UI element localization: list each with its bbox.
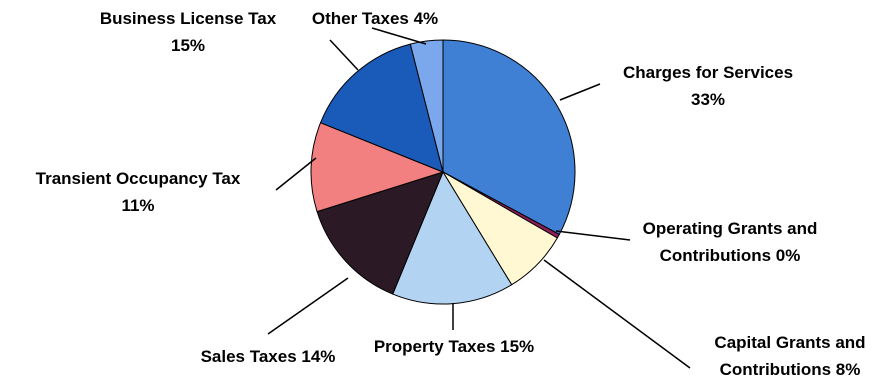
pie-slice-charges-for-services	[442, 39, 576, 236]
leader-line-operating-grants-and-contributions	[555, 230, 631, 241]
slice-label-line: Sales Taxes 14%	[201, 347, 336, 366]
leader-line-sales-taxes	[267, 277, 349, 335]
slice-label-property-taxes: Property Taxes 15%	[374, 337, 534, 356]
leader-line-other-taxes	[371, 27, 427, 45]
pie-slices	[310, 39, 576, 305]
slice-label-line: Capital Grants and	[714, 333, 865, 352]
slice-label-business-license-tax: Business License Tax 15%	[100, 9, 277, 55]
pie-slice-sales-taxes	[316, 171, 444, 295]
slice-label-line: Charges for Services	[623, 63, 793, 82]
slice-label-line: Contributions 8%	[720, 360, 861, 379]
slice-label-line: Property Taxes 15%	[374, 337, 534, 356]
slice-label-line: Contributions 0%	[660, 246, 801, 265]
leader-line-charges-for-services	[559, 83, 601, 101]
slice-label-line: Operating Grants and	[643, 219, 818, 238]
pie-slice-business-license-tax	[319, 43, 444, 173]
slice-label-line: Other Taxes 4%	[312, 9, 438, 28]
leader-line-business-license-tax	[329, 39, 359, 71]
pie-slice-transient-occupancy-tax	[310, 122, 445, 213]
leader-lines	[267, 27, 691, 369]
slice-label-line: Transient Occupancy Tax	[36, 169, 241, 188]
slice-label-sales-taxes: Sales Taxes 14%	[201, 347, 336, 366]
slice-label-line: 11%	[121, 196, 154, 215]
slice-label-capital-grants-and-contributions: Capital Grants and Contributions 8%	[714, 333, 865, 379]
leader-line-capital-grants-and-contributions	[543, 259, 691, 369]
slice-label-charges-for-services: Charges for Services 33%	[623, 63, 793, 109]
slice-label-transient-occupancy-tax: Transient Occupancy Tax 11%	[36, 169, 241, 215]
slice-labels: Charges for Services 33% Operating Grants …	[36, 9, 866, 379]
pie-slice-other-taxes	[409, 39, 444, 173]
slice-label-line: 15%	[171, 36, 205, 55]
slice-label-other-taxes: Other Taxes 4%	[312, 9, 438, 28]
leader-line-transient-occupancy-tax	[275, 157, 317, 191]
slice-label-operating-grants-and-contributions: Operating Grants and Contributions 0%	[643, 219, 818, 265]
slice-label-line: 33%	[691, 90, 725, 109]
slice-label-line: Business License Tax	[100, 9, 277, 28]
